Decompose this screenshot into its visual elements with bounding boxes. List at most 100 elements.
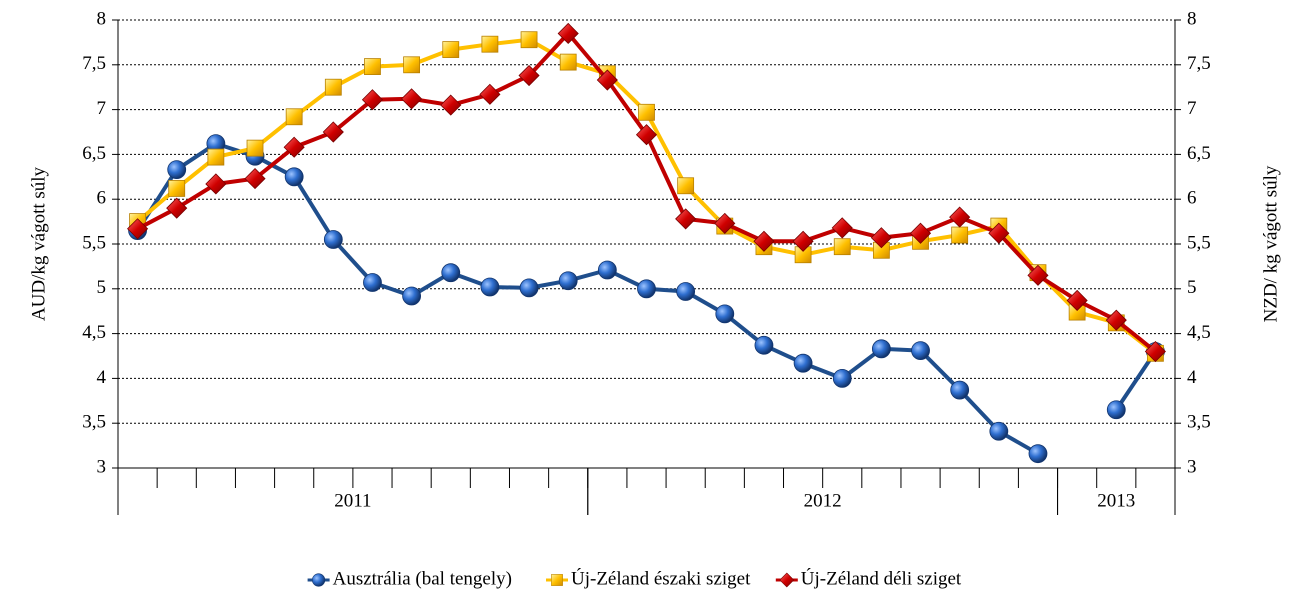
point (519, 278, 539, 298)
point (714, 212, 736, 234)
point (753, 230, 775, 252)
series (128, 134, 1165, 464)
point (950, 380, 970, 400)
point (832, 368, 852, 388)
point (323, 230, 343, 249)
legend-label: Új-Zéland déli sziget (801, 567, 962, 589)
point (442, 41, 460, 58)
point (871, 339, 891, 359)
point (284, 167, 304, 187)
legend: Ausztrália (bal tengely) Új-Zéland északi… (307, 567, 962, 589)
y2-tick-label: 5,5 (1187, 232, 1211, 253)
y-tick-label: 7 (97, 98, 107, 119)
y2-tick-label: 7,5 (1187, 53, 1211, 74)
point (1144, 340, 1166, 363)
point (909, 222, 932, 244)
legend-marker (312, 573, 326, 587)
y2-tick-label: 4 (1187, 367, 1197, 388)
x-group-label: 2012 (804, 490, 842, 511)
y-axis-label: AUD/kg vágott súly (28, 166, 49, 321)
point (951, 226, 969, 244)
point (793, 353, 813, 373)
point (401, 88, 423, 110)
point (520, 31, 538, 49)
point (403, 56, 421, 74)
point (1028, 444, 1048, 464)
point (363, 273, 382, 292)
point (518, 64, 540, 87)
point (479, 83, 501, 105)
y-tick-label: 3,5 (82, 412, 106, 433)
point (244, 168, 266, 190)
point (833, 238, 851, 256)
point (1027, 264, 1049, 286)
y-tick-label: 7,5 (82, 53, 106, 74)
point (911, 341, 930, 361)
point (283, 136, 305, 158)
y2-tick-label: 6 (1187, 188, 1197, 209)
y-tick-label: 4,5 (82, 322, 106, 343)
y2-tick-label: 8 (1187, 8, 1197, 29)
point (677, 177, 695, 195)
point (558, 271, 578, 291)
point (207, 148, 225, 166)
point (557, 22, 579, 45)
point (559, 53, 577, 71)
y2-tick-label: 6,5 (1187, 143, 1211, 164)
point (831, 217, 853, 239)
point (638, 103, 655, 121)
series-line (136, 31, 1157, 354)
point (168, 180, 186, 197)
y-tick-label: 3 (97, 456, 107, 477)
legend-marker (551, 574, 563, 586)
point (870, 227, 892, 249)
y-tick-label: 6,5 (82, 143, 106, 164)
series (129, 31, 1164, 362)
point (949, 206, 971, 228)
point (596, 69, 618, 91)
y2-tick-label: 5 (1187, 277, 1197, 298)
point (127, 218, 149, 240)
point (676, 282, 696, 301)
point (481, 35, 499, 53)
point (167, 160, 187, 180)
point (402, 286, 422, 306)
point (597, 260, 617, 280)
point (675, 208, 697, 230)
point (205, 173, 227, 195)
y-tick-label: 5 (97, 277, 107, 298)
point (1106, 400, 1126, 420)
legend-marker (779, 572, 795, 588)
point (480, 277, 500, 297)
point (715, 304, 735, 324)
y-tick-label: 4 (97, 367, 107, 388)
point (1066, 289, 1088, 312)
legend-label: Ausztrália (bal tengely) (333, 568, 512, 589)
point (166, 197, 188, 219)
point (1105, 309, 1127, 331)
point (988, 222, 1010, 244)
point (285, 108, 303, 126)
y2-tick-label: 3,5 (1187, 412, 1211, 433)
y2-tick-label: 3 (1187, 456, 1197, 477)
y-tick-label: 8 (97, 8, 107, 29)
series-line (136, 37, 1157, 355)
point (440, 94, 462, 116)
point (364, 58, 381, 75)
y2-tick-label: 7 (1187, 98, 1197, 119)
series-line (135, 141, 1158, 456)
point (441, 263, 461, 283)
legend-label: Új-Zéland északi sziget (571, 567, 751, 589)
y2-axis-label: NZD/ kg vágott súly (1260, 165, 1281, 322)
y-tick-label: 6 (97, 188, 107, 209)
point (635, 124, 658, 146)
point (246, 139, 264, 157)
point (792, 230, 814, 252)
x-group-label: 2011 (334, 490, 371, 511)
point (637, 279, 656, 299)
point (361, 89, 384, 111)
x-group-label: 2013 (1097, 490, 1135, 511)
point (754, 335, 774, 355)
y-tick-label: 5,5 (82, 232, 106, 253)
